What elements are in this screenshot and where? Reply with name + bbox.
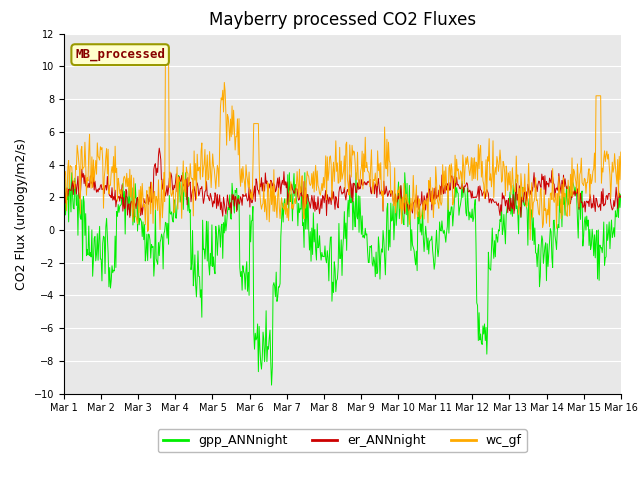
er_ANNnight: [60, 182, 68, 188]
gpp_ANNnight: [412, 262, 419, 268]
gpp_ANNnight: [617, 192, 625, 197]
wc_gf: [127, 172, 135, 178]
er_ANNnight: [617, 193, 625, 199]
wc_gf: [162, 47, 170, 53]
er_ANNnight: [412, 200, 419, 206]
wc_gf: [526, 237, 534, 242]
Y-axis label: CO2 Flux (urology/m2/s): CO2 Flux (urology/m2/s): [15, 138, 28, 289]
wc_gf: [60, 162, 68, 168]
er_ANNnight: [156, 145, 163, 151]
wc_gf: [70, 180, 78, 186]
Line: er_ANNnight: er_ANNnight: [64, 148, 621, 217]
gpp_ANNnight: [214, 235, 222, 240]
gpp_ANNnight: [60, 220, 68, 226]
gpp_ANNnight: [268, 382, 275, 388]
er_ANNnight: [215, 199, 223, 204]
er_ANNnight: [126, 215, 134, 220]
er_ANNnight: [428, 207, 436, 213]
gpp_ANNnight: [128, 186, 136, 192]
wc_gf: [617, 149, 625, 155]
Title: Mayberry processed CO2 Fluxes: Mayberry processed CO2 Fluxes: [209, 11, 476, 29]
wc_gf: [428, 194, 435, 200]
er_ANNnight: [70, 178, 78, 184]
gpp_ANNnight: [185, 194, 193, 200]
Text: MB_processed: MB_processed: [75, 48, 165, 61]
Line: gpp_ANNnight: gpp_ANNnight: [64, 173, 621, 385]
gpp_ANNnight: [71, 175, 79, 181]
gpp_ANNnight: [428, 233, 436, 239]
Line: wc_gf: wc_gf: [64, 50, 621, 240]
er_ANNnight: [186, 180, 193, 186]
er_ANNnight: [128, 199, 136, 205]
wc_gf: [214, 166, 222, 171]
gpp_ANNnight: [65, 170, 73, 176]
wc_gf: [411, 216, 419, 222]
wc_gf: [185, 183, 193, 189]
Legend: gpp_ANNnight, er_ANNnight, wc_gf: gpp_ANNnight, er_ANNnight, wc_gf: [158, 429, 527, 452]
